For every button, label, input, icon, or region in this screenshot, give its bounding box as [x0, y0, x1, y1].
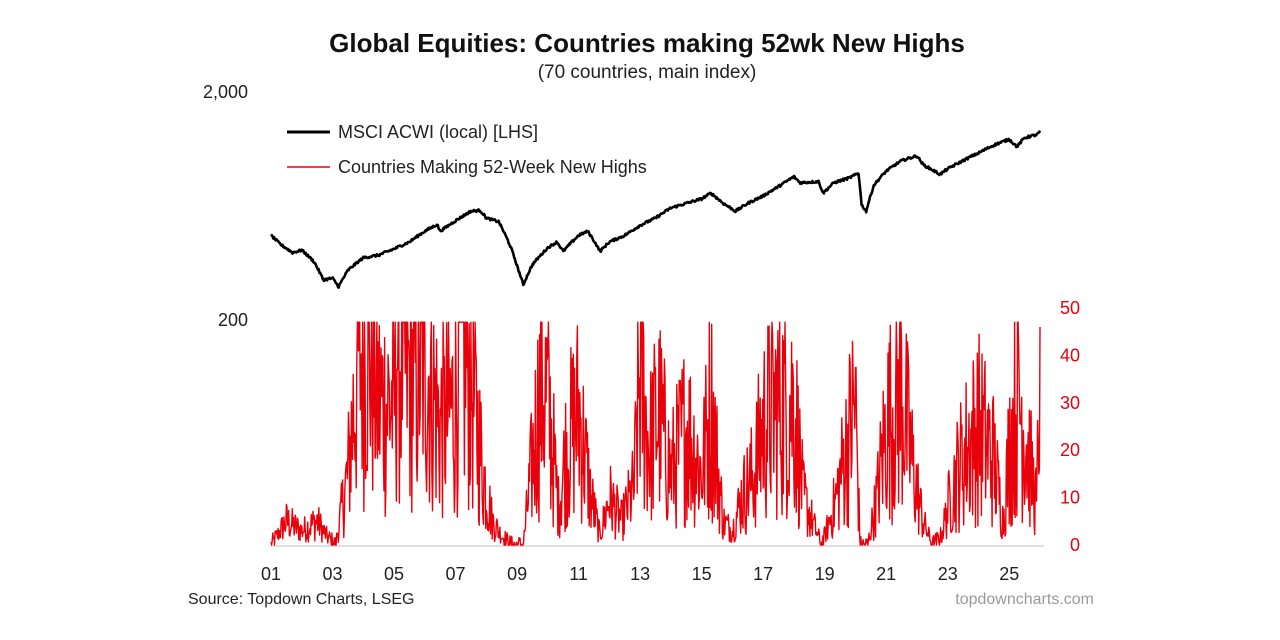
x-tick-label: 15	[692, 564, 712, 584]
x-tick-label: 17	[753, 564, 773, 584]
series-line-msci-acwi	[270, 129, 1042, 289]
chart-title: Global Equities: Countries making 52wk N…	[329, 28, 965, 58]
legend-label-new-highs: Countries Making 52-Week New Highs	[338, 157, 647, 177]
series-layer	[270, 129, 1042, 546]
watermark: topdowncharts.com	[955, 591, 1094, 608]
legend-label-msci: MSCI ACWI (local) [LHS]	[338, 122, 538, 142]
left-tick-label: 200	[218, 310, 248, 330]
right-tick-label: 50	[1060, 298, 1080, 318]
right-tick-label: 40	[1060, 345, 1080, 365]
x-tick-label: 03	[323, 564, 343, 584]
legend: MSCI ACWI (local) [LHS] Countries Making…	[287, 122, 647, 177]
right-tick-label: 10	[1060, 488, 1080, 508]
x-tick-label: 19	[815, 564, 835, 584]
x-tick-label: 13	[630, 564, 650, 584]
x-tick-label: 07	[446, 564, 466, 584]
x-tick-label: 25	[999, 564, 1019, 584]
x-tick-label: 05	[384, 564, 404, 584]
right-tick-label: 20	[1060, 440, 1080, 460]
x-tick-label: 23	[938, 564, 958, 584]
right-tick-label: 30	[1060, 393, 1080, 413]
x-tick-label: 09	[507, 564, 527, 584]
x-tick-label: 11	[569, 564, 588, 584]
left-tick-label: 2,000	[203, 82, 248, 102]
right-tick-label: 0	[1070, 535, 1080, 555]
right-axis: 0 10 20 30 40 50	[1060, 298, 1080, 555]
series-line-new-highs	[270, 321, 1041, 546]
x-axis: 01 03 05 07 09 11 13 15 17 19 21 23 25	[261, 545, 1044, 584]
x-tick-label: 01	[261, 564, 281, 584]
chart-subtitle: (70 countries, main index)	[537, 62, 757, 83]
source-note: Source: Topdown Charts, LSEG	[188, 591, 415, 608]
x-tick-label: 21	[876, 564, 896, 584]
left-axis: 200 2,000	[203, 82, 248, 330]
